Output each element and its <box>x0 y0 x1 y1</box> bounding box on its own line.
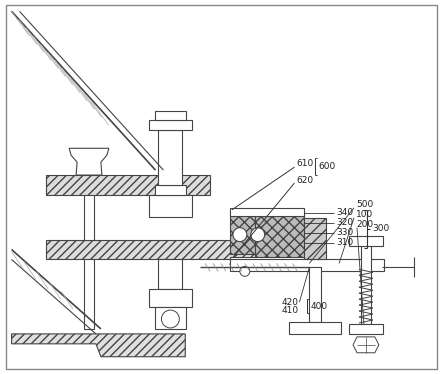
Circle shape <box>161 310 179 328</box>
Bar <box>155 111 186 120</box>
Bar <box>349 236 383 246</box>
Polygon shape <box>255 210 304 260</box>
Text: 200: 200 <box>356 220 373 229</box>
Bar <box>148 195 192 217</box>
Text: 410: 410 <box>282 306 299 315</box>
Bar <box>349 324 383 334</box>
Text: 320: 320 <box>336 218 353 227</box>
Polygon shape <box>47 175 210 195</box>
Bar <box>155 307 186 329</box>
Bar <box>309 267 321 322</box>
Polygon shape <box>12 334 185 357</box>
Text: 620: 620 <box>296 175 314 184</box>
Text: 310: 310 <box>336 238 354 247</box>
Bar <box>230 257 304 266</box>
Text: 400: 400 <box>311 301 327 311</box>
Polygon shape <box>47 240 280 260</box>
Circle shape <box>240 266 250 276</box>
Bar <box>155 185 186 195</box>
Text: 330: 330 <box>336 228 354 237</box>
Polygon shape <box>69 148 109 175</box>
Text: 300: 300 <box>372 224 389 233</box>
Circle shape <box>233 228 247 242</box>
Bar <box>230 260 384 272</box>
Circle shape <box>251 228 264 242</box>
Bar <box>289 322 341 334</box>
Text: 340: 340 <box>336 208 353 217</box>
Text: 610: 610 <box>296 159 314 168</box>
Bar <box>304 218 326 260</box>
Bar <box>148 289 192 307</box>
Text: 600: 600 <box>318 162 335 171</box>
Text: 100: 100 <box>356 210 373 219</box>
Bar <box>159 131 182 185</box>
Polygon shape <box>353 337 379 353</box>
Bar <box>148 120 192 131</box>
Text: 500: 500 <box>356 200 373 209</box>
Bar <box>84 175 94 329</box>
Text: 420: 420 <box>282 298 299 307</box>
Bar <box>361 240 371 324</box>
Bar <box>159 260 182 289</box>
Bar <box>230 208 304 216</box>
Polygon shape <box>230 215 255 254</box>
